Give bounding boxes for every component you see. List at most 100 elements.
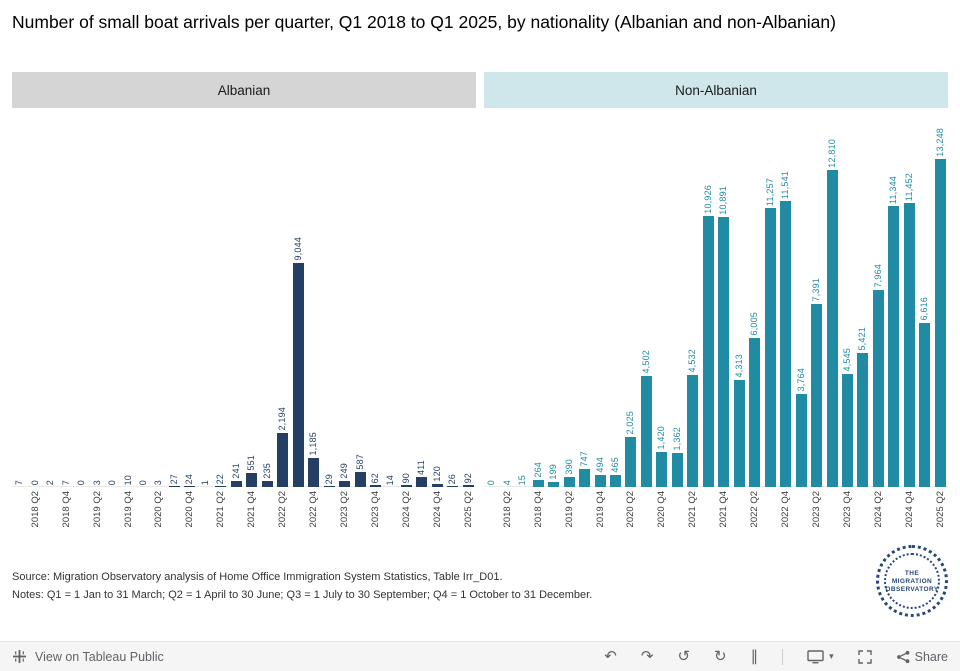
bar-non-albanian-2019-Q4[interactable] xyxy=(594,475,606,487)
bar-non-albanian-2020-Q4[interactable] xyxy=(656,452,668,487)
bar-value-label: 4 xyxy=(501,479,512,485)
tableau-toolbar: View on Tableau Public ↶ ↷ ↺ ↻ ∥ ▾ xyxy=(0,641,960,671)
bar-value-label: 22 xyxy=(215,473,226,484)
download-button[interactable]: ▾ xyxy=(807,649,834,664)
bar-non-albanian-2024-Q4[interactable] xyxy=(903,203,915,487)
bar-non-albanian-2019-Q2[interactable] xyxy=(563,477,575,487)
bar-non-albanian-2022-Q3[interactable] xyxy=(764,208,776,487)
x-axis-tick-label: 2021 Q2 xyxy=(215,491,227,528)
bar-non-albanian-2022-Q2[interactable] xyxy=(749,338,761,487)
bar-value-label: 0 xyxy=(76,479,87,485)
bar-albanian-2020-Q3[interactable] xyxy=(168,486,180,487)
logo-text-line: MIGRATION xyxy=(891,577,933,585)
bar-value-label: 10,926 xyxy=(702,185,713,214)
bar-albanian-2024-Q2[interactable] xyxy=(400,485,412,487)
refresh-icon: ↻ xyxy=(714,648,727,665)
bar-value-label: 10,891 xyxy=(718,186,729,215)
bar-non-albanian-2020-Q2[interactable] xyxy=(625,437,637,487)
x-axis-tick-label: 2023 Q4 xyxy=(842,491,853,528)
bar-albanian-2020-Q4[interactable] xyxy=(184,486,196,487)
refresh-button[interactable]: ↻ xyxy=(714,649,727,664)
chart-title: Number of small boat arrivals per quarte… xyxy=(12,12,836,32)
bar-value-label: 1 xyxy=(199,479,210,485)
bar-non-albanian-2024-Q1[interactable] xyxy=(857,353,869,487)
x-axis-tick-label: 2018 Q2 xyxy=(29,491,41,528)
share-button[interactable]: Share xyxy=(896,650,948,664)
bar-albanian-2022-Q3[interactable] xyxy=(292,263,304,487)
bar-non-albanian-2024-Q2[interactable] xyxy=(872,290,884,487)
bar-value-label: 0 xyxy=(29,479,40,485)
bar-non-albanian-2018-Q4[interactable] xyxy=(532,480,544,487)
tableau-logo-icon xyxy=(13,650,26,663)
pause-button[interactable]: ∥ xyxy=(751,649,759,664)
reset-button[interactable]: ↺ xyxy=(677,649,690,664)
bar-albanian-2022-Q2[interactable] xyxy=(277,433,289,487)
x-axis-tick-label: 2020 Q4 xyxy=(184,491,196,528)
bar-albanian-2024-Q4[interactable] xyxy=(431,484,443,487)
x-axis-tick-label: 2022 Q4 xyxy=(308,491,320,528)
bar-value-label: 4,313 xyxy=(733,354,744,378)
share-icon xyxy=(896,650,910,663)
bar-value-label: 3 xyxy=(91,479,102,485)
bar-non-albanian-2021-Q2[interactable] xyxy=(687,375,699,487)
bar-value-label: 90 xyxy=(400,472,411,483)
bar-non-albanian-2021-Q4[interactable] xyxy=(718,217,730,487)
x-axis-tick-label: 2020 Q4 xyxy=(656,491,668,528)
bar-value-label: 241 xyxy=(230,463,241,479)
bar-value-label: 11,541 xyxy=(780,170,791,199)
toolbar-separator xyxy=(782,648,784,665)
bar-non-albanian-2025-Q2[interactable] xyxy=(934,159,946,487)
bar-albanian-2022-Q1[interactable] xyxy=(261,481,273,487)
x-axis-tick-label: 2019 Q2 xyxy=(563,491,575,528)
bar-albanian-2023-Q1[interactable] xyxy=(323,486,335,487)
bar-albanian-2025-Q1[interactable] xyxy=(447,486,459,487)
x-axis-tick-label: 2025 Q2 xyxy=(462,491,474,528)
bar-albanian-2023-Q2[interactable] xyxy=(339,481,350,487)
bar-non-albanian-2020-Q3[interactable] xyxy=(640,376,652,487)
bar-value-label: 11,257 xyxy=(764,177,775,206)
bar-non-albanian-2022-Q4[interactable] xyxy=(780,201,792,487)
view-on-tableau-public-label: View on Tableau Public xyxy=(35,649,164,664)
bar-albanian-2023-Q3[interactable] xyxy=(354,472,366,487)
bar-albanian-2024-Q3[interactable] xyxy=(416,477,428,487)
bar-non-albanian-2024-Q3[interactable] xyxy=(888,206,900,487)
bar-albanian-2023-Q4[interactable] xyxy=(370,485,381,487)
bar-non-albanian-2023-Q2[interactable] xyxy=(811,304,822,487)
bar-albanian-2025-Q2[interactable] xyxy=(462,485,474,487)
undo-icon: ↶ xyxy=(604,648,617,665)
bar-non-albanian-2020-Q1[interactable] xyxy=(610,475,621,487)
x-axis-tick-label: 2025 Q2 xyxy=(934,491,946,528)
bar-non-albanian-2021-Q3[interactable] xyxy=(702,216,714,487)
bar-non-albanian-2025-Q1[interactable] xyxy=(919,323,931,487)
share-label: Share xyxy=(914,649,948,664)
bar-albanian-2022-Q4[interactable] xyxy=(308,458,320,487)
bar-value-label: 465 xyxy=(610,457,620,473)
x-axis-tick-label: 2021 Q2 xyxy=(687,491,699,528)
bar-albanian-2021-Q3[interactable] xyxy=(230,481,242,487)
bar-value-label: 3,764 xyxy=(795,368,806,392)
bar-value-label: 9,044 xyxy=(292,237,303,261)
bar-albanian-2021-Q2[interactable] xyxy=(215,486,227,487)
bar-value-label: 7 xyxy=(60,479,71,485)
bar-non-albanian-2019-Q3[interactable] xyxy=(579,469,590,487)
undo-button[interactable]: ↶ xyxy=(604,649,617,664)
bar-non-albanian-2023-Q4[interactable] xyxy=(842,374,853,487)
x-axis-tick-label: 2023 Q2 xyxy=(811,491,822,528)
bar-non-albanian-2023-Q3[interactable] xyxy=(826,170,838,487)
bar-value-label: 7,391 xyxy=(811,278,821,302)
fullscreen-button[interactable] xyxy=(857,649,872,664)
x-axis-tick-label: 2018 Q4 xyxy=(532,491,544,528)
x-axis-tick-label: 2024 Q4 xyxy=(903,491,915,528)
bar-value-label: 0 xyxy=(138,479,148,485)
bar-albanian-2021-Q4[interactable] xyxy=(246,473,258,487)
bar-value-label: 24 xyxy=(184,473,195,484)
view-on-tableau-public-link[interactable]: View on Tableau Public xyxy=(12,649,164,664)
bar-non-albanian-2019-Q1[interactable] xyxy=(548,482,560,487)
bar-value-label: 494 xyxy=(594,457,605,473)
redo-button[interactable]: ↷ xyxy=(641,649,654,664)
bar-non-albanian-2021-Q1[interactable] xyxy=(671,453,683,487)
x-axis-tick-label: 2023 Q4 xyxy=(370,491,381,528)
bar-non-albanian-2022-Q1[interactable] xyxy=(733,380,745,487)
bar-non-albanian-2023-Q1[interactable] xyxy=(795,394,807,487)
bar-value-label: 10 xyxy=(122,474,133,485)
